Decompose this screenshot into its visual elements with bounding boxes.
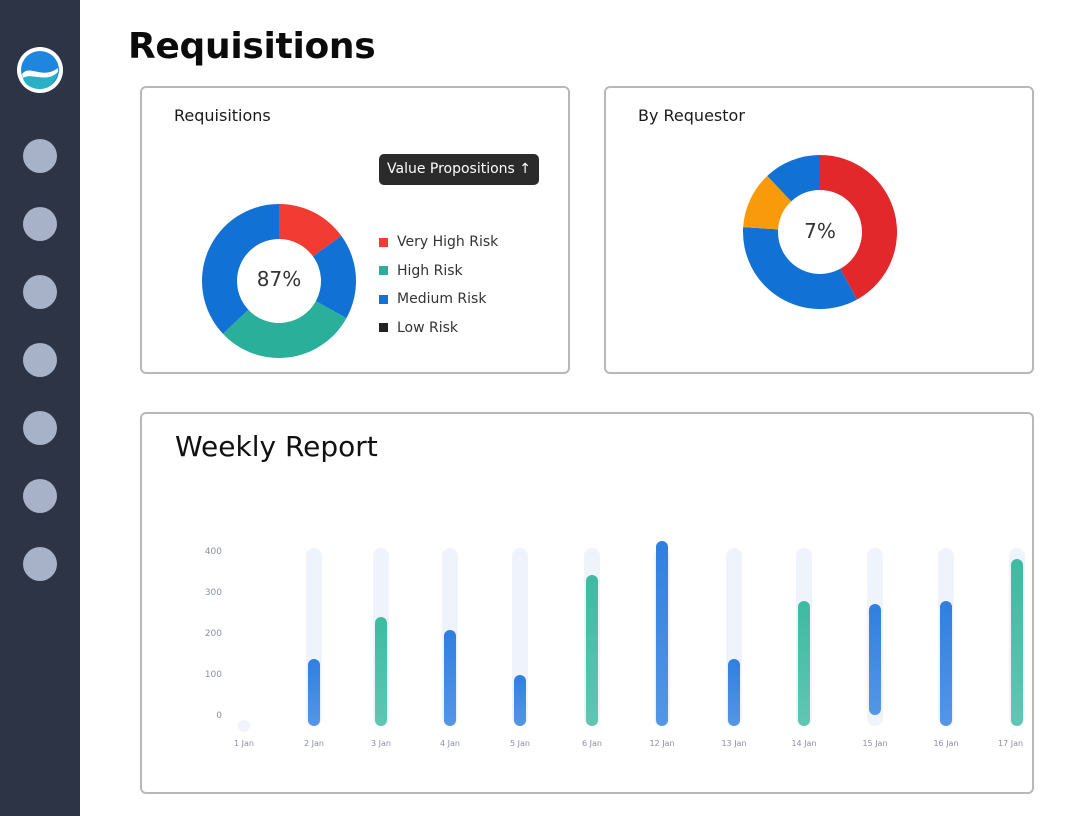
bar[interactable] (375, 616, 387, 726)
requisitions-donut-chart (202, 204, 356, 358)
x-tick-label: 1 Jan (234, 739, 254, 748)
bar[interactable] (656, 541, 668, 726)
legend-swatch (379, 323, 388, 333)
x-tick-label: 2 Jan (304, 739, 324, 748)
legend-item-low-risk[interactable]: Low Risk (379, 314, 498, 343)
x-tick-label: 4 Jan (440, 739, 460, 748)
sidebar-item-2[interactable] (23, 207, 57, 241)
donut-segment (279, 204, 342, 257)
legend-item-medium-risk[interactable]: Medium Risk (379, 285, 498, 314)
sidebar-item-5[interactable] (23, 411, 57, 445)
x-tick-label: 16 Jan (933, 739, 959, 748)
requisitions-card: Requisitions 87% Value Propositions ↑ Ve… (140, 86, 570, 374)
value-propositions-button[interactable]: Value Propositions ↑ (379, 154, 540, 185)
app-logo[interactable] (17, 47, 63, 93)
bar-track (238, 720, 250, 732)
x-tick-label: 17 Jan (998, 739, 1024, 748)
sidebar-item-4[interactable] (23, 343, 57, 377)
sidebar (0, 0, 80, 816)
weekly-report-card: Weekly Report 400 300 200 100 0 1 Jan 2 … (140, 412, 1034, 794)
x-tick-label: 6 Jan (582, 739, 602, 748)
donut-segment (222, 301, 347, 358)
legend-item-very-high-risk[interactable]: Very High Risk (379, 228, 498, 257)
y-tick-label: 0 (216, 711, 222, 721)
bar[interactable] (1011, 559, 1023, 726)
legend-label: High Risk (397, 262, 463, 279)
legend-swatch (379, 266, 388, 276)
x-tick-label: 15 Jan (862, 739, 888, 748)
legend-item-high-risk[interactable]: High Risk (379, 257, 498, 286)
by-requestor-card: By Requestor 7% (604, 86, 1034, 374)
x-tick-label: 3 Jan (371, 739, 391, 748)
bar[interactable] (586, 574, 598, 726)
bar[interactable] (728, 659, 740, 726)
legend-label: Low Risk (397, 319, 459, 336)
by-requestor-center-value: 7% (804, 219, 836, 243)
bar[interactable] (940, 601, 952, 726)
weekly-report-title: Weekly Report (175, 430, 378, 463)
y-tick-label: 200 (204, 629, 222, 639)
legend-swatch (379, 294, 388, 304)
x-tick-label: 14 Jan (791, 739, 817, 748)
logo-icon (21, 51, 59, 89)
bar[interactable] (869, 603, 881, 715)
sidebar-item-6[interactable] (23, 479, 57, 513)
legend-label: Medium Risk (397, 291, 487, 308)
bar[interactable] (308, 659, 320, 726)
donut-segment (202, 204, 279, 334)
donut-segment (743, 227, 858, 309)
donut-segment (743, 175, 792, 230)
by-requestor-donut-chart (743, 155, 897, 309)
requisitions-legend: Very High Risk High Risk Medium Risk Low… (379, 228, 498, 342)
sidebar-item-3[interactable] (23, 275, 57, 309)
weekly-bar-chart: 400 300 200 100 0 1 Jan 2 Jan 3 Jan 4 Ja… (142, 414, 1032, 792)
bar[interactable] (444, 630, 456, 726)
bar[interactable] (514, 674, 526, 726)
requisitions-center-value: 87% (256, 267, 302, 291)
donut-segment (767, 155, 820, 202)
donut-segment (820, 155, 897, 300)
donut-segment (312, 235, 356, 319)
requisitions-card-title: Requisitions (174, 106, 271, 125)
legend-label: Very High Risk (397, 234, 499, 251)
y-tick-label: 100 (204, 670, 222, 680)
y-tick-label: 400 (204, 547, 222, 557)
x-tick-label: 5 Jan (510, 739, 530, 748)
sidebar-item-1[interactable] (23, 139, 57, 173)
legend-swatch (379, 237, 388, 247)
x-tick-label: 13 Jan (721, 739, 747, 748)
bar[interactable] (798, 601, 810, 726)
y-tick-label: 300 (204, 588, 222, 598)
sidebar-item-7[interactable] (23, 547, 57, 581)
by-requestor-card-title: By Requestor (638, 106, 745, 125)
page-title: Requisitions (128, 26, 376, 67)
x-tick-label: 12 Jan (649, 739, 675, 748)
